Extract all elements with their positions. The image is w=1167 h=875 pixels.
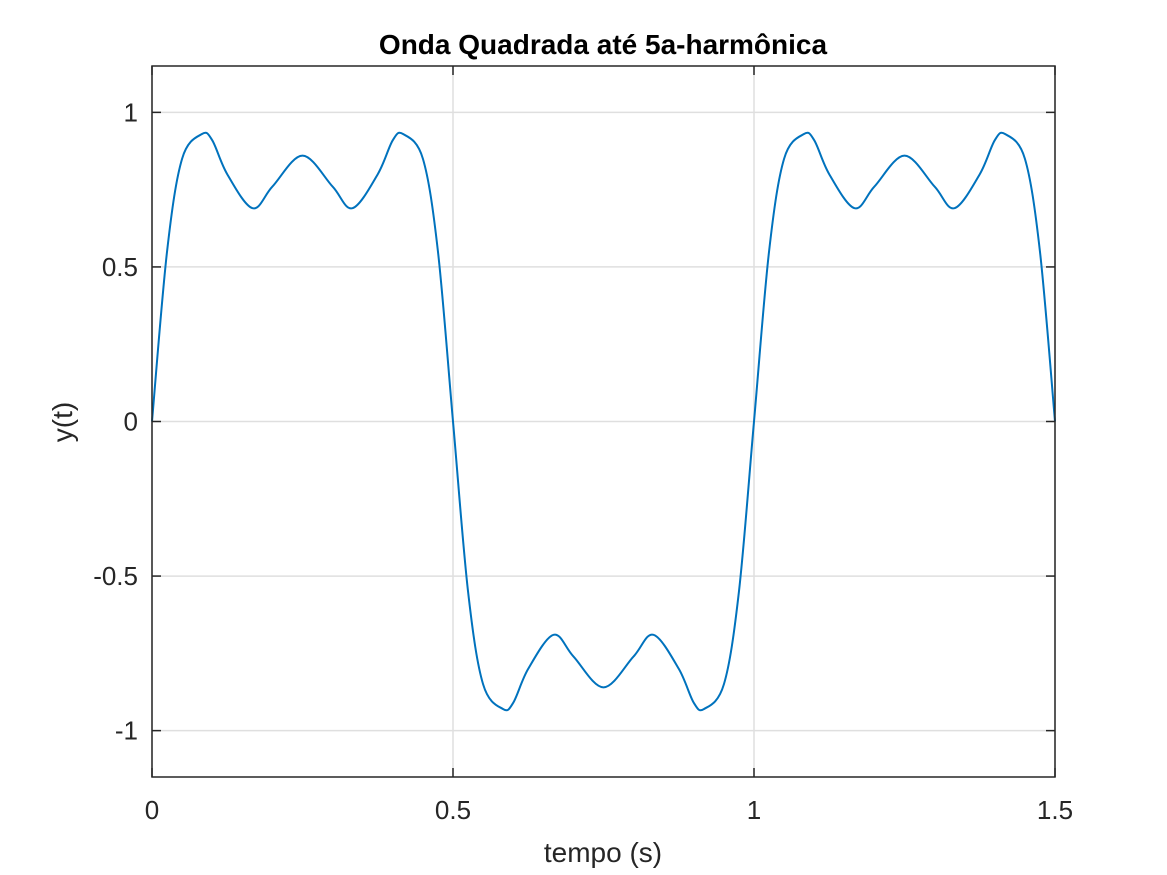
chart-title: Onda Quadrada até 5a-harmônica — [379, 29, 828, 60]
x-tick-label: 0 — [145, 795, 159, 825]
x-axis-label: tempo (s) — [544, 837, 662, 868]
grid — [151, 66, 1056, 777]
y-tick-label: 0 — [124, 407, 138, 437]
series-line — [151, 131, 1056, 712]
y-tick-label: 0.5 — [102, 252, 138, 282]
x-tick-label: 1.5 — [1037, 795, 1073, 825]
y-tick-label: -1 — [115, 716, 138, 746]
ticks: 0 0.5 1 1.5 -1 -0.5 0 0.5 1 — [93, 66, 1073, 825]
y-axis-label: y(t) — [47, 402, 78, 442]
x-tick-label: 0.5 — [435, 795, 471, 825]
y-tick-label: 1 — [124, 97, 138, 127]
y-tick-label: -0.5 — [93, 561, 138, 591]
x-tick-label: 1 — [747, 795, 761, 825]
